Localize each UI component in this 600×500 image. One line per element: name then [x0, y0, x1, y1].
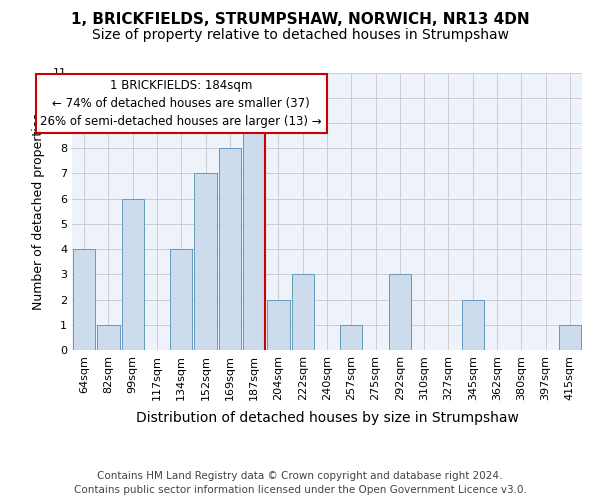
Bar: [218, 148, 241, 350]
Bar: [559, 325, 581, 350]
Text: 1, BRICKFIELDS, STRUMPSHAW, NORWICH, NR13 4DN: 1, BRICKFIELDS, STRUMPSHAW, NORWICH, NR1…: [71, 12, 529, 28]
Bar: [340, 325, 362, 350]
Bar: [97, 325, 119, 350]
Bar: [243, 123, 265, 350]
Bar: [292, 274, 314, 350]
Bar: [267, 300, 290, 350]
Text: 1 BRICKFIELDS: 184sqm
← 74% of detached houses are smaller (37)
26% of semi-deta: 1 BRICKFIELDS: 184sqm ← 74% of detached …: [40, 79, 322, 128]
Y-axis label: Number of detached properties: Number of detached properties: [32, 113, 45, 310]
Bar: [194, 174, 217, 350]
Bar: [73, 249, 95, 350]
Bar: [170, 249, 193, 350]
Text: Contains HM Land Registry data © Crown copyright and database right 2024.
Contai: Contains HM Land Registry data © Crown c…: [74, 471, 526, 495]
Bar: [461, 300, 484, 350]
X-axis label: Distribution of detached houses by size in Strumpshaw: Distribution of detached houses by size …: [136, 411, 518, 425]
Text: Size of property relative to detached houses in Strumpshaw: Size of property relative to detached ho…: [91, 28, 509, 42]
Bar: [122, 198, 144, 350]
Bar: [389, 274, 411, 350]
